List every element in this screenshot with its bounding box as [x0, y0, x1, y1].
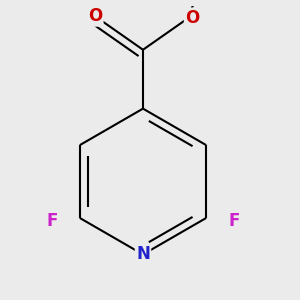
Text: F: F [46, 212, 58, 230]
Text: O: O [88, 8, 102, 26]
Text: N: N [136, 245, 150, 263]
Text: O: O [185, 9, 200, 27]
Text: F: F [229, 212, 240, 230]
